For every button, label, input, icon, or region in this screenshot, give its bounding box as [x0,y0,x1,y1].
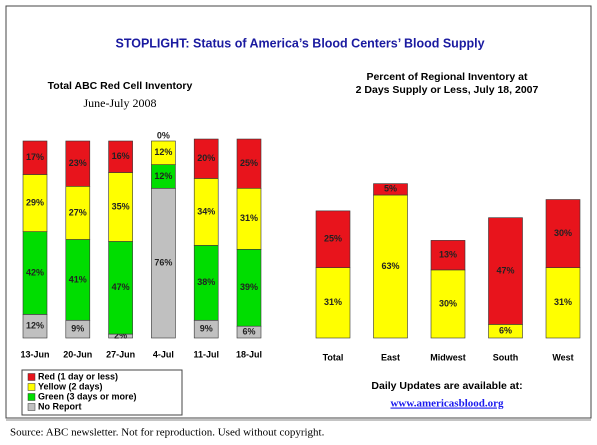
data-label: 25% [240,158,258,168]
frame [5,5,592,419]
data-label: 76% [154,258,172,268]
bar-segment [193,178,219,246]
legend-swatch [27,383,36,391]
chart-title: Total ABC Red Cell Inventory [48,80,193,92]
data-label: 6% [242,326,255,336]
bar-segment [108,140,133,173]
x-tick-label: Midwest [430,352,466,362]
x-tick-label: 18-Jul [236,349,262,359]
data-label: 17% [26,152,44,162]
data-label: 47% [496,265,514,275]
data-label: 12% [154,147,172,157]
bar-segment [22,231,48,315]
chart-title: 2 Days Supply or Less, July 18, 2007 [356,84,539,96]
data-label: 41% [69,274,87,284]
x-tick-label: 4-Jul [153,349,174,359]
data-label: 47% [112,282,130,292]
data-label: 12% [26,321,44,331]
data-label: 31% [240,213,258,223]
x-tick-label: 11-Jul [193,349,219,359]
bar-segment [151,187,176,339]
bar-segment [236,187,262,250]
bar-segment [65,186,91,240]
x-tick-label: 27-Jun [106,349,135,359]
bar-segment [430,269,466,339]
bar-segment [193,138,219,179]
data-label: 9% [71,324,84,334]
bar-segment [22,140,48,175]
legend-swatch [27,373,36,381]
data-label: 34% [197,206,215,216]
data-label: 42% [26,267,44,277]
x-tick-label: East [381,352,400,362]
bar-segment [65,140,91,187]
legend-label: No Report [38,401,82,411]
data-label: 27% [69,207,87,217]
data-label: 39% [240,282,258,292]
data-label: 23% [69,158,87,168]
bar-segment [545,267,581,339]
legend-label: Green (3 days or more) [38,391,137,401]
data-label: 9% [200,324,213,334]
data-label: 20% [197,153,215,163]
bar-segment [315,267,351,339]
data-label: 5% [384,184,397,194]
data-label: 30% [439,298,457,308]
data-label: 31% [554,297,572,307]
bar-segment [151,140,176,165]
source-note: Source: ABC newsletter. Not for reproduc… [10,427,325,439]
chart-title: Percent of Regional Inventory at [366,71,528,83]
legend-label: Red (1 day or less) [38,371,118,381]
bar-segment [108,172,133,242]
data-label: 16% [112,151,130,161]
bar-segment [22,174,48,232]
x-tick-label: South [493,352,519,362]
legend-label: Yellow (2 days) [38,381,103,391]
bar-segment [488,217,523,325]
x-tick-label: 20-Jun [63,349,92,359]
page-title: STOPLIGHT: Status of America’s Blood Cen… [115,36,484,50]
data-label: 63% [381,261,399,271]
data-label: 0% [157,130,170,140]
data-label: 25% [324,234,342,244]
bar-segment [545,199,581,268]
x-tick-label: 13-Jun [20,349,49,359]
x-tick-label: Total [323,352,344,362]
updates-note: Daily Updates are available at: [371,380,522,392]
legend-swatch [27,393,36,401]
data-label: 29% [26,197,44,207]
legend-box [21,369,183,416]
bar-segment [236,249,262,327]
bar-segment [236,138,262,189]
data-label: 12% [154,171,172,181]
data-label: 2% [114,330,127,340]
bar-segment [315,210,351,268]
link[interactable]: www.americasblood.org [390,398,504,410]
data-label: 30% [554,228,572,238]
legend-swatch [27,403,36,411]
data-label: 13% [439,250,457,260]
bar-segment [430,240,466,271]
data-label: 6% [499,326,512,336]
bar-segment [373,183,408,196]
data-label: 38% [197,277,215,287]
x-tick-label: West [552,352,573,362]
bar-segment [373,194,408,339]
data-label: 31% [324,297,342,307]
bar-segment [65,239,91,321]
data-label: 35% [112,201,130,211]
chart-subtitle: June-July 2008 [84,96,157,110]
bar-segment [108,241,133,335]
bar-segment [193,245,219,321]
